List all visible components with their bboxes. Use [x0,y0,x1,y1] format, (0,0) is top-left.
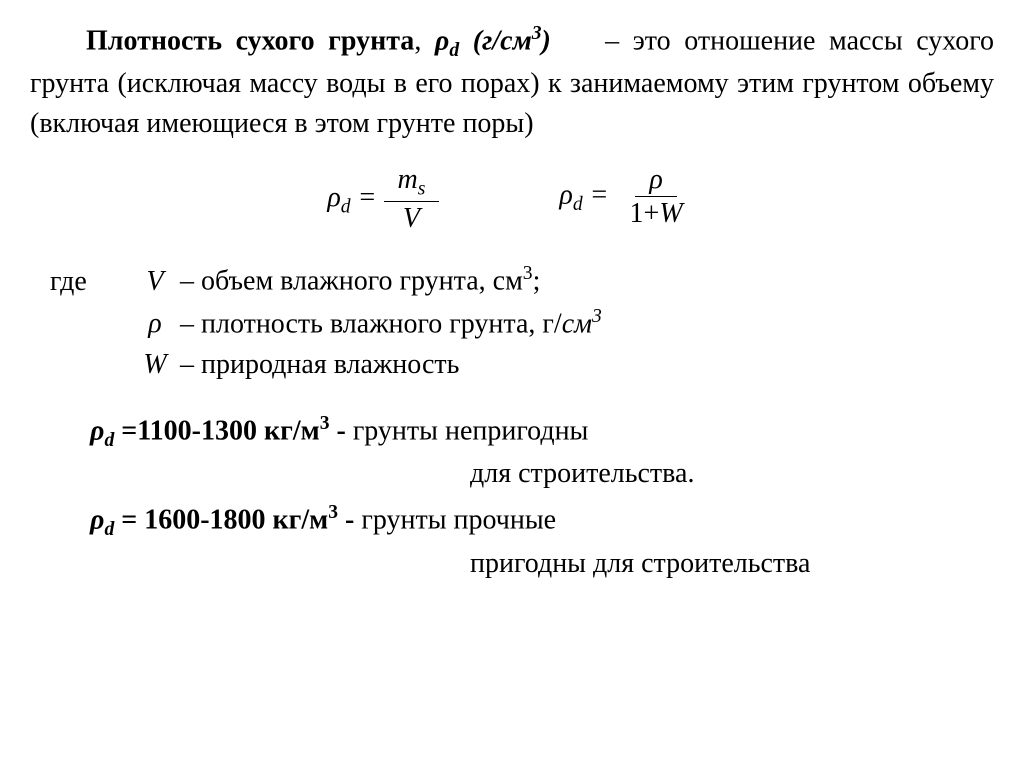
range-1: ρd =1100-1300 кг/м3 - грунты непригодны … [90,410,994,494]
formula-1: ρd = ms V [327,163,439,236]
range-2: ρd = 1600-1800 кг/м3 - грунты прочные пр… [90,499,994,583]
definition-paragraph: Плотность сухого грунта, ρd (г/см3) – эт… [30,20,994,143]
title: Плотность сухого грунта [86,25,414,56]
where-label: где [50,262,130,301]
where-block: где V – объем влажного грунта, см3; ρ – … [50,260,994,384]
formula-2: ρd = ρ 1+W [559,163,696,236]
formula-row: ρd = ms V ρd = ρ 1+W [30,163,994,236]
